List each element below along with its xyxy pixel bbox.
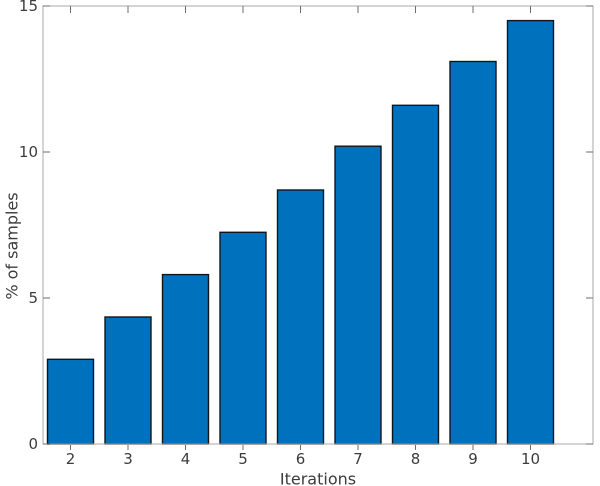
tick-labels-layer: 2 3 4 5 6 7 8 9 10 0 5 10 15	[19, 0, 540, 468]
x-tick-label: 7	[353, 450, 363, 468]
plot-frame	[42, 5, 594, 445]
bar-9	[449, 60, 497, 445]
bar-2	[46, 358, 95, 445]
x-axis-label: Iterations	[280, 470, 356, 486]
x-tick-label: 4	[181, 450, 191, 468]
bar-3	[104, 316, 152, 445]
x-tick-label: 6	[296, 450, 306, 468]
bar-10	[506, 19, 555, 445]
x-tick-label: 10	[521, 450, 540, 468]
y-tick-label: 0	[28, 435, 38, 453]
y-tick-label: 15	[19, 0, 38, 15]
x-tick-label: 9	[468, 450, 478, 468]
y-tick-label: 5	[28, 289, 38, 307]
x-tick-label: 8	[411, 450, 421, 468]
bar-4	[161, 273, 210, 445]
x-tick-label: 3	[123, 450, 133, 468]
x-tick-label: 5	[238, 450, 248, 468]
y-tick-label: 10	[19, 143, 38, 161]
axes-layer	[42, 5, 594, 450]
bar-7	[334, 145, 382, 445]
x-tick-label: 2	[66, 450, 76, 468]
bar-5	[219, 231, 267, 445]
bar-6	[276, 189, 325, 445]
bars-layer	[46, 19, 555, 445]
bar-8	[391, 104, 440, 445]
y-axis-label: % of samples	[3, 192, 22, 299]
